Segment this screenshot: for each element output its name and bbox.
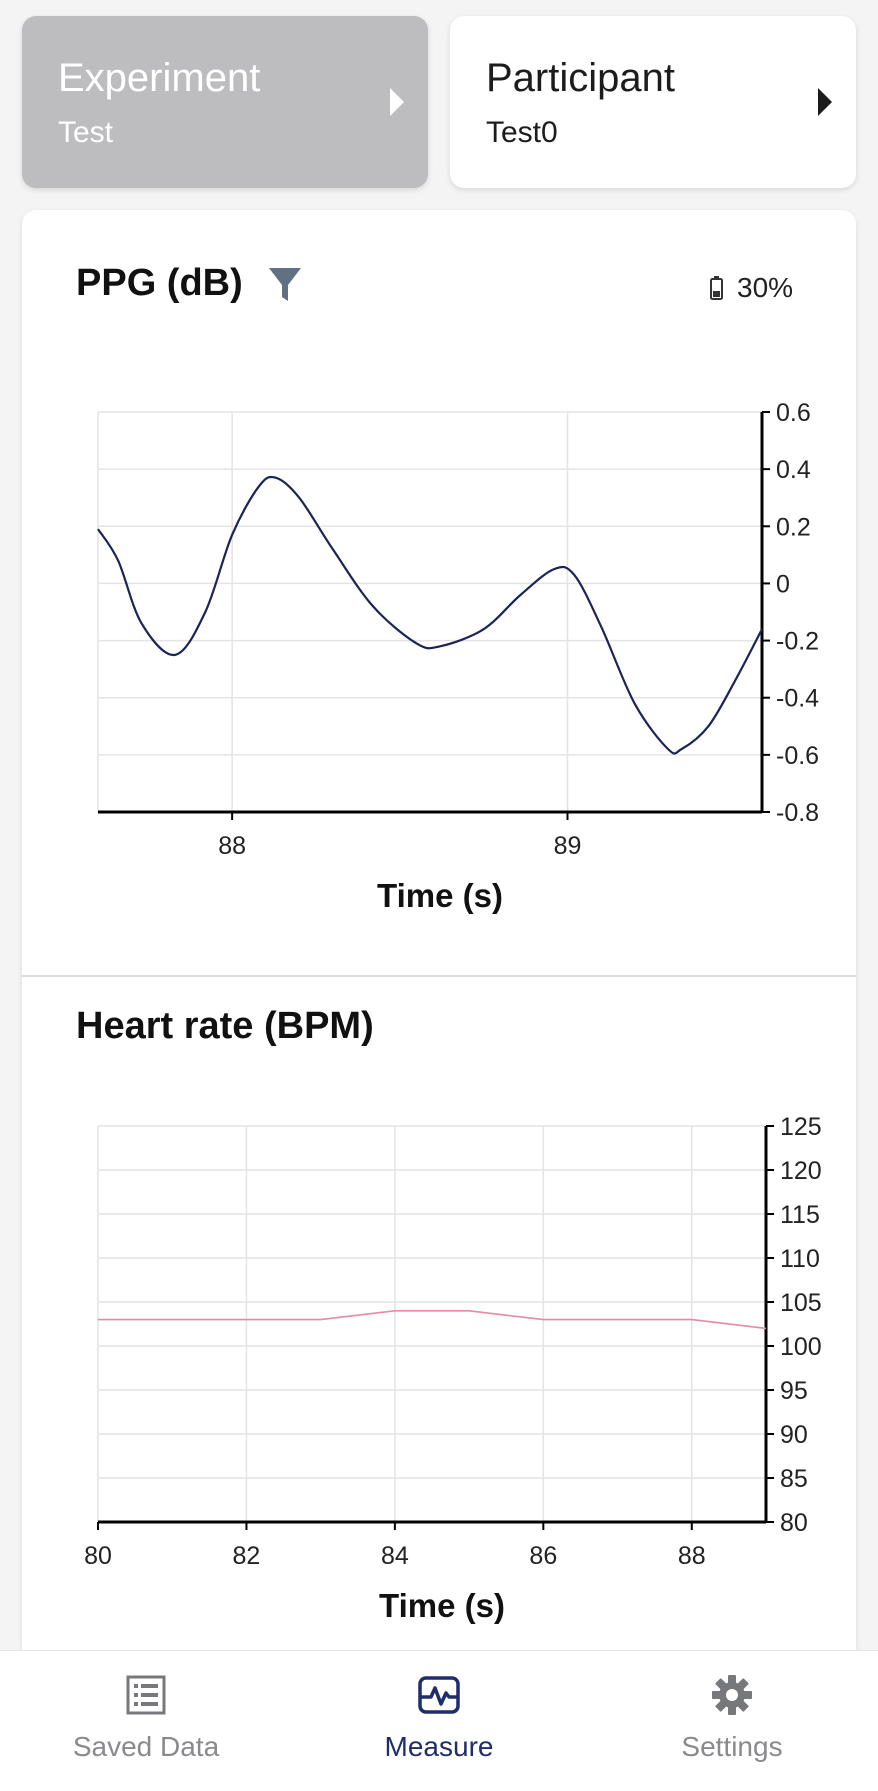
x-tick-label: 82 [233,1542,261,1570]
list-icon [126,1675,166,1715]
y-tick-label: -0.8 [776,799,819,827]
series-line [97,475,763,755]
y-tick-label: 85 [780,1465,808,1493]
x-tick-label: 86 [529,1542,557,1570]
participant-selector[interactable]: Participant Test0 [450,16,856,188]
y-tick-label: 115 [780,1201,820,1229]
battery-status: 30% [710,272,793,304]
x-axis-label: Time (s) [379,1587,505,1624]
battery-icon [710,276,723,300]
y-tick-label: 110 [780,1245,820,1273]
filter-icon[interactable] [268,266,302,304]
nav-measure[interactable]: Measure [293,1651,585,1791]
y-tick-label: 0 [776,570,790,598]
participant-value: Test0 [486,116,558,149]
experiment-label: Experiment [58,56,261,100]
y-tick-label: 0.4 [776,456,811,484]
series-line [98,1310,767,1330]
measurement-card: PPG (dB) 30% 0.6 0.4 0.2 0 -0.2 -0.4 -0.6 -0.8 8… [22,210,856,1650]
nav-saved-data[interactable]: Saved Data [0,1651,292,1791]
y-tick-label: 95 [780,1377,808,1405]
nav-saved-data-label: Saved Data [72,1731,220,1762]
y-tick-label: 0.2 [776,513,811,541]
x-tick-label: 88 [218,832,246,860]
y-tick-label: 105 [780,1289,822,1317]
y-tick-label: -0.2 [776,628,819,656]
caret-right-icon [818,88,832,116]
heart-rate-chart: 125 120 115 110 105 100 95 90 85 80 80 82 84 86 88 Time… [84,1113,822,1624]
bottom-navigation: Saved Data Measure Settings [0,1650,878,1791]
x-axis-label: Time (s) [377,877,503,914]
y-tick-label: -0.6 [776,742,819,770]
pulse-icon [418,1676,460,1714]
ppg-chart: 0.6 0.4 0.2 0 -0.2 -0.4 -0.6 -0.8 88 89 Time (s) [97,399,819,914]
panel-divider [22,975,856,977]
battery-percent: 30% [737,272,794,303]
y-tick-label: 120 [780,1157,822,1185]
ppg-title: PPG (dB) [76,262,243,304]
nav-settings-label: Settings [681,1731,783,1762]
y-tick-label: 125 [780,1113,822,1141]
nav-measure-label: Measure [384,1731,494,1762]
gear-icon [712,1675,752,1715]
x-tick-label: 89 [554,832,582,860]
y-tick-label: 80 [780,1509,808,1537]
heart-rate-title: Heart rate (BPM) [76,1005,374,1047]
x-tick-label: 84 [381,1542,409,1570]
experiment-selector[interactable]: Experiment Test [22,16,428,188]
selector-row: Experiment Test Participant Test0 [22,16,856,188]
x-tick-label: 88 [678,1542,706,1570]
y-tick-label: 100 [780,1333,822,1361]
y-tick-label: -0.4 [776,685,819,713]
experiment-value: Test [58,116,114,149]
y-tick-label: 90 [780,1421,808,1449]
participant-label: Participant [486,56,675,100]
nav-settings[interactable]: Settings [586,1651,878,1791]
x-tick-label: 80 [84,1542,112,1570]
caret-right-icon [390,88,404,116]
y-tick-label: 0.6 [776,399,811,427]
